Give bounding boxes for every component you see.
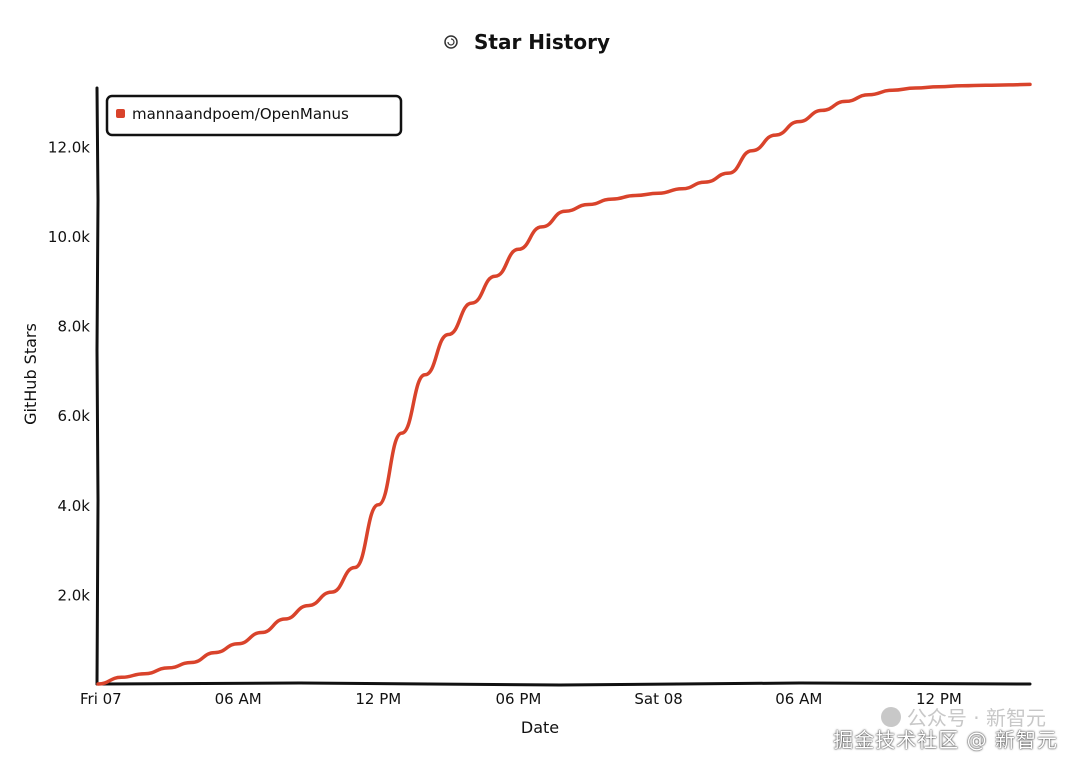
wechat-icon [880,706,901,727]
legend-label: mannaandpoem/OpenManus [132,105,349,123]
chart-title-group: Star History [444,30,610,54]
x-tick-label: 12 PM [355,690,401,708]
y-tick-label: 2.0k [57,586,90,604]
legend: mannaandpoem/OpenManus [105,94,403,137]
chart-title: Star History [474,30,610,54]
x-tick-label: 06 PM [496,690,542,708]
watermark-faint: 公众号 · 新智元 [880,702,1046,731]
x-tick-label: 12 PM [916,690,962,708]
x-tick-label: 06 AM [215,690,262,708]
star-history-logo-swirl [447,38,455,46]
legend-box [105,94,403,137]
watermark-line1: 公众号 · 新智元 [906,706,1046,730]
x-tick-label: 06 AM [775,690,822,708]
legend-swatch [116,109,125,118]
x-tick-label: Sat 08 [634,690,682,708]
y-tick-label: 6.0k [57,407,90,425]
y-tick-labels: 2.0k 4.0k 6.0k 8.0k 10.0k 12.0k [48,138,90,604]
y-tick-label: 8.0k [57,318,90,336]
y-axis-line [95,86,100,686]
y-tick-label: 10.0k [48,228,90,246]
x-tick-label: Fri 07 [80,690,122,708]
x-axis-title: Date [521,718,559,737]
x-tick-labels: Fri 07 06 AM 12 PM 06 PM Sat 08 06 AM 12 PM [80,690,962,708]
watermark: 掘金技术社区 @ 新智元 [833,728,1058,752]
y-tick-label: 12.0k [48,138,90,156]
y-tick-label: 4.0k [57,497,90,515]
star-history-logo-icon [444,35,458,49]
y-axis-title: GitHub Stars [21,323,40,425]
x-axis-line [95,681,1032,687]
series-line-openmanus [96,82,1032,686]
